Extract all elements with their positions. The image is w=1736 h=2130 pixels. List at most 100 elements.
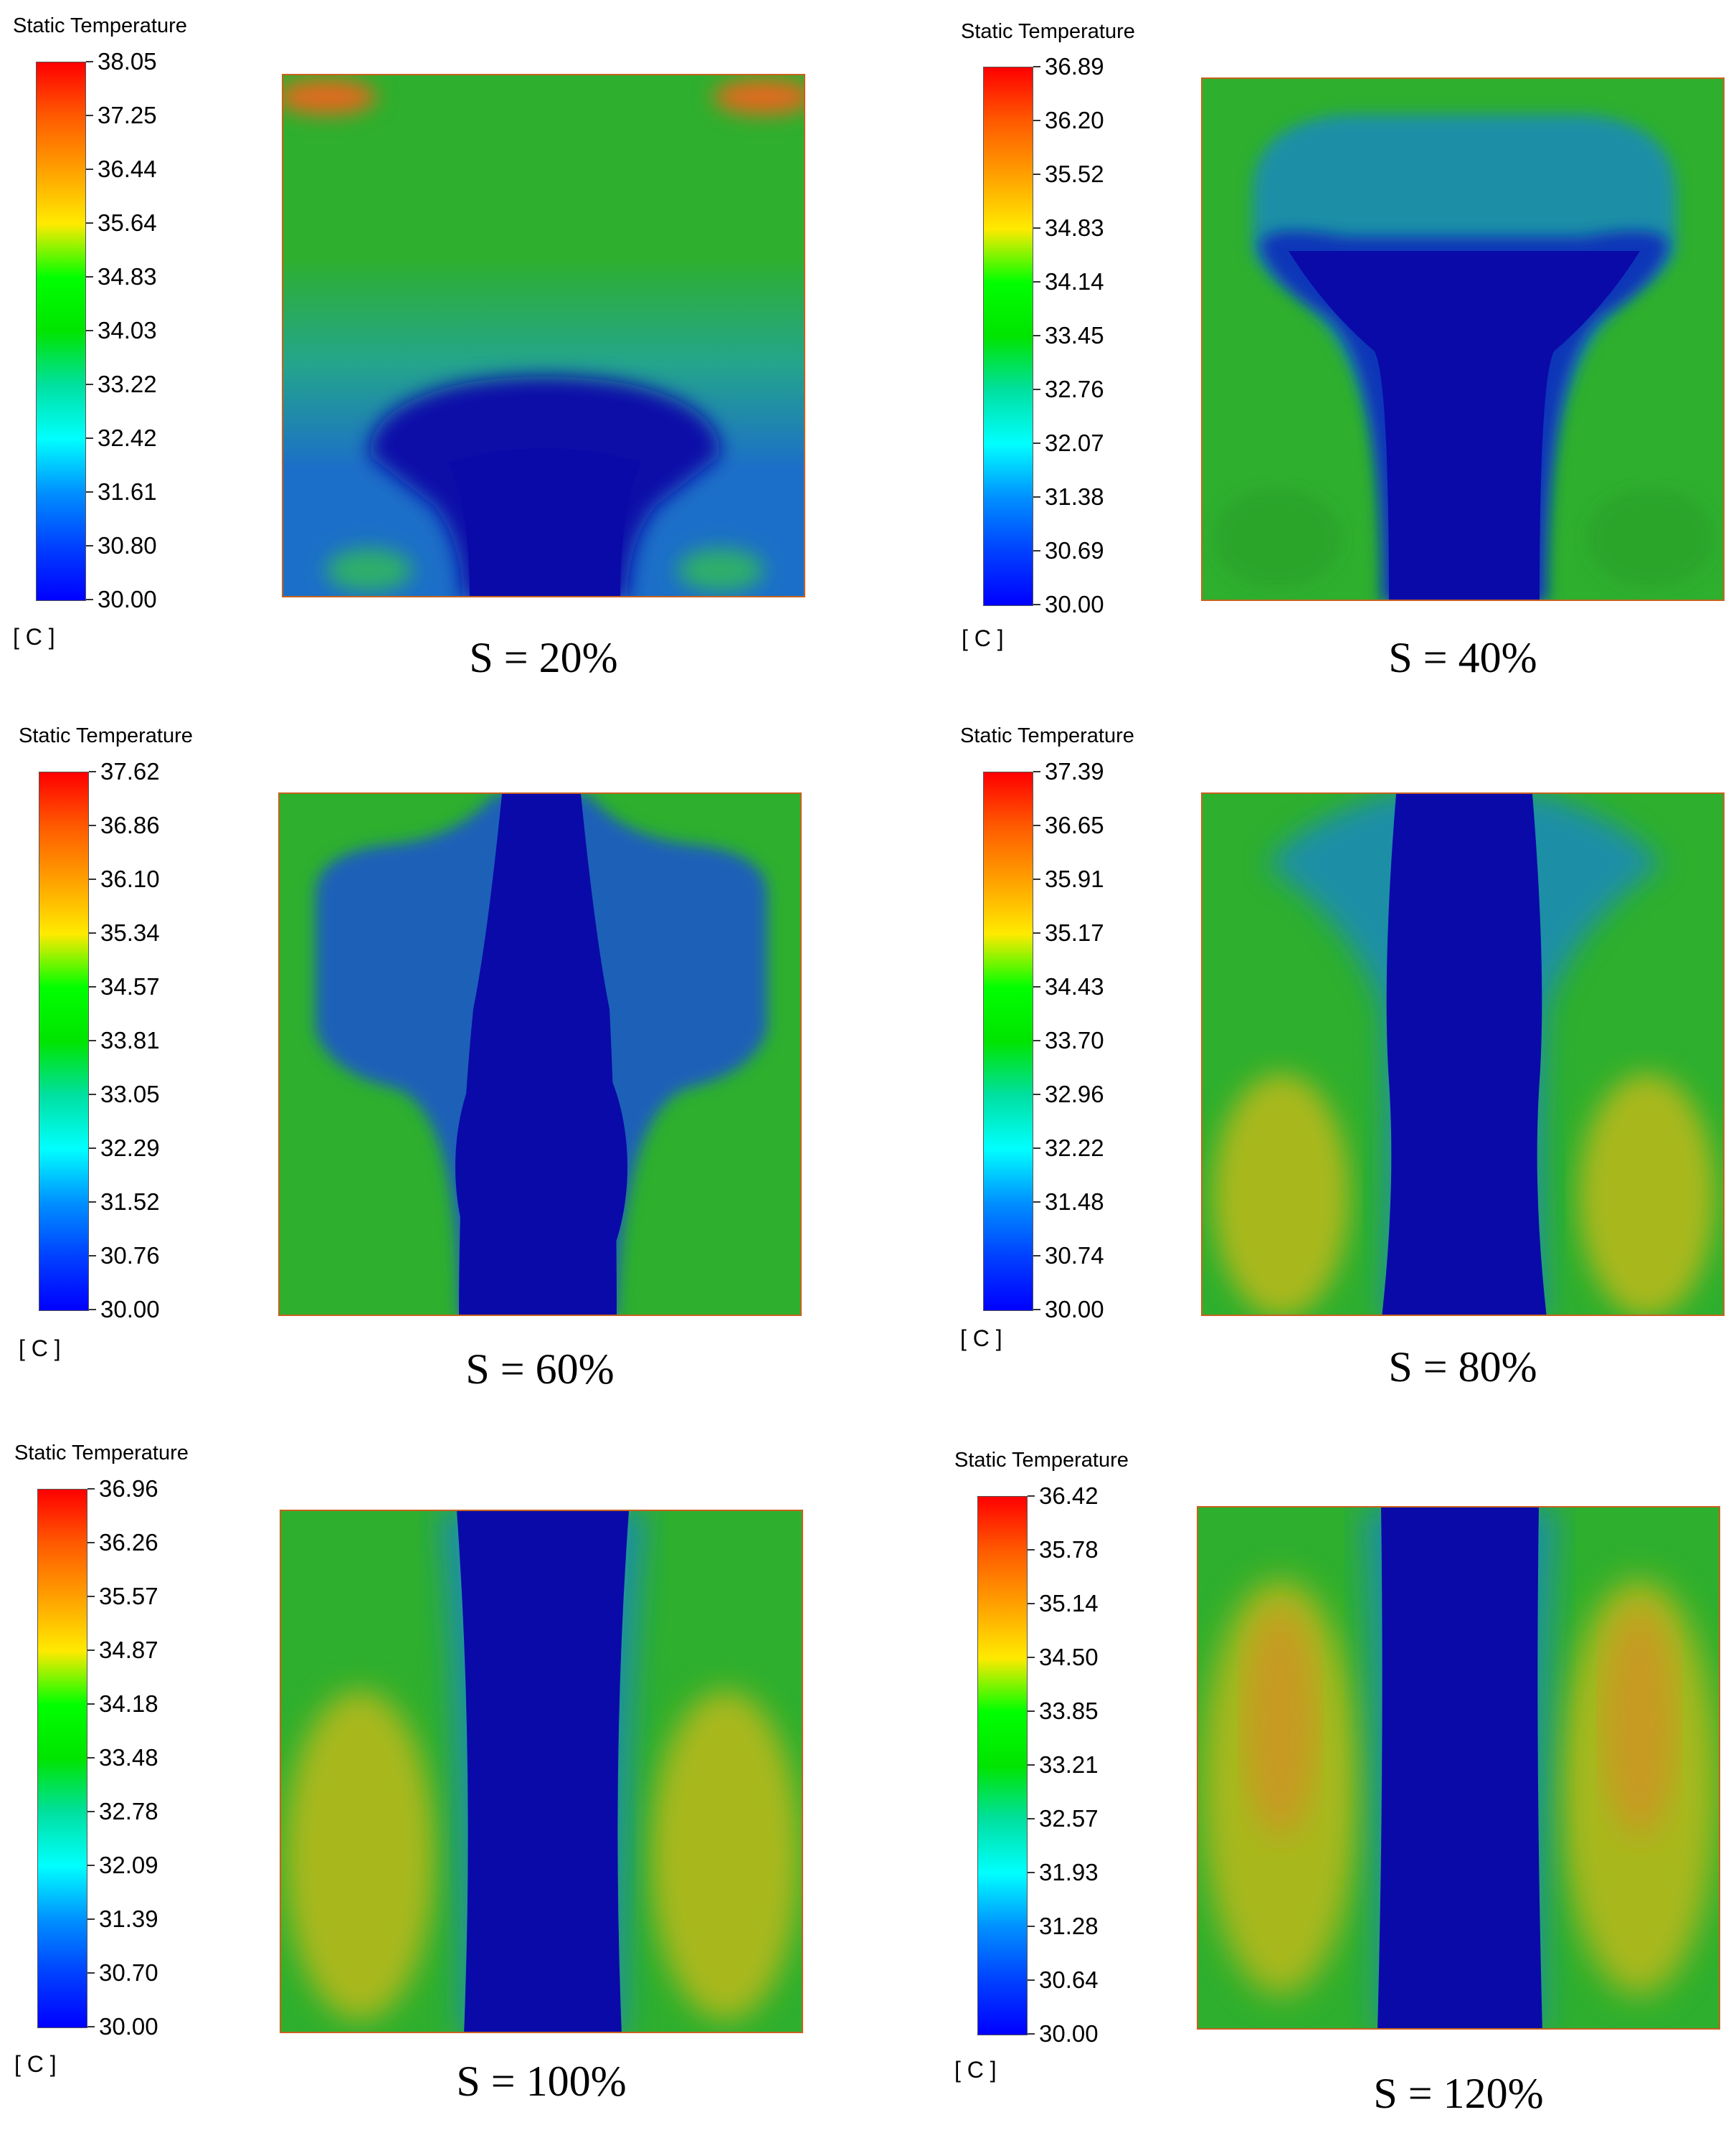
contour-image: [1203, 79, 1723, 600]
caption: S = 120%: [1373, 2070, 1544, 2117]
colorbar-tick-label: 35.57: [99, 1583, 158, 1609]
colorbar-tick-label: 30.64: [1039, 1966, 1099, 1993]
colorbar-tick-label: 30.80: [98, 532, 157, 559]
colorbar-tick-mark: [87, 1703, 95, 1705]
colorbar-tick-mark: [89, 1147, 96, 1149]
legend-title: Static Temperature: [14, 1442, 189, 1464]
colorbar-tick-mark: [89, 1040, 96, 1041]
contour-image: [1203, 794, 1723, 1315]
caption: S = 60%: [465, 1345, 615, 1393]
colorbar-tick-mark: [86, 169, 93, 170]
colorbar-tick-label: 32.57: [1039, 1805, 1099, 1832]
colorbar-tick-label: 34.83: [1045, 214, 1104, 241]
colorbar-tick-mark: [1033, 550, 1040, 552]
colorbar-tick-label: 36.44: [98, 156, 157, 182]
colorbar-tick-label: 35.34: [100, 919, 160, 946]
colorbar-tick-label: 34.18: [99, 1690, 158, 1717]
colorbar-tick-mark: [1033, 1309, 1040, 1310]
colorbar-tick-label: 32.42: [98, 425, 157, 451]
colorbar-tick-mark: [1033, 1094, 1040, 1095]
colorbar: [983, 67, 1033, 606]
colorbar-tick-mark: [89, 932, 96, 934]
temperature-contour: [1197, 1506, 1720, 2030]
colorbar-tick-label: 36.89: [1045, 53, 1104, 80]
colorbar-tick-label: 38.05: [98, 48, 157, 75]
colorbar-tick-label: 36.20: [1045, 107, 1104, 133]
colorbar-tick-mark: [1028, 1979, 1035, 1981]
colorbar-tick-mark: [1028, 1657, 1035, 1658]
colorbar-tick-label: 35.52: [1045, 161, 1104, 187]
colorbar-tick-label: 36.96: [99, 1475, 158, 1502]
colorbar-tick-label: 32.76: [1045, 376, 1104, 402]
colorbar-tick-mark: [86, 276, 93, 278]
colorbar-tick-label: 33.85: [1039, 1698, 1099, 1724]
colorbar-tick-mark: [87, 1488, 95, 1490]
colorbar-tick-label: 30.00: [98, 586, 157, 612]
colorbar-tick-mark: [1033, 227, 1040, 229]
colorbar-tick-mark: [1028, 1603, 1035, 1604]
colorbar-tick-mark: [1033, 1040, 1040, 1041]
panel-s40: Static Temperature 36.89 36.20 35.52 34.83 3…: [868, 0, 1736, 703]
unit-label: [ C ]: [13, 624, 55, 650]
colorbar-tick-label: 36.10: [100, 866, 160, 892]
colorbar-tick-label: 35.17: [1045, 919, 1104, 946]
legend-title: Static Temperature: [961, 20, 1135, 43]
colorbar-tick-mark: [86, 330, 93, 331]
legend-title: Static Temperature: [954, 1449, 1129, 1472]
caption: S = 40%: [1388, 634, 1537, 681]
colorbar-tick-label: 37.39: [1045, 758, 1104, 785]
colorbar-tick-label: 33.22: [98, 371, 157, 397]
colorbar-tick-mark: [1033, 1255, 1040, 1256]
panel-s20: Static Temperature 38.05 37.25 36.44 35.64 3…: [0, 0, 868, 703]
colorbar-tick-mark: [1033, 1201, 1040, 1203]
colorbar-tick-mark: [1028, 1872, 1035, 1873]
colorbar-tick-mark: [1033, 66, 1040, 67]
colorbar-tick-label: 32.96: [1045, 1081, 1104, 1107]
colorbar-tick-mark: [86, 437, 93, 439]
colorbar-tick-label: 34.57: [100, 973, 160, 1000]
caption: S = 100%: [456, 2058, 627, 2105]
unit-label: [ C ]: [960, 1325, 1002, 1351]
colorbar-tick-label: 34.43: [1045, 973, 1104, 1000]
colorbar: [36, 62, 86, 601]
colorbar-tick-label: 33.70: [1045, 1027, 1104, 1054]
panel-s120: Static Temperature 36.42 35.78 35.14 34.50 3…: [868, 1427, 1736, 2130]
colorbar-tick-label: 34.87: [99, 1637, 158, 1663]
panel-s80: Static Temperature 37.39 36.65 35.91 35.17 3…: [868, 710, 1736, 1413]
colorbar-tick-label: 34.83: [98, 263, 157, 290]
colorbar-tick-mark: [89, 1094, 96, 1095]
colorbar-tick-mark: [1033, 281, 1040, 283]
colorbar-tick-mark: [87, 1918, 95, 1920]
caption: S = 80%: [1388, 1343, 1537, 1391]
colorbar-tick-mark: [1033, 1147, 1040, 1149]
colorbar-tick-mark: [1028, 1710, 1035, 1712]
colorbar-tick-mark: [1033, 496, 1040, 498]
panel-s100: Static Temperature 36.96 36.26 35.57 34.87 3…: [0, 1427, 868, 2130]
panel-s60: Static Temperature 37.62 36.86 36.10 35.34 3…: [0, 710, 868, 1413]
colorbar-tick-mark: [87, 1972, 95, 1974]
colorbar-tick-label: 35.91: [1045, 866, 1104, 892]
colorbar-tick-label: 36.86: [100, 812, 160, 838]
temperature-contour: [1201, 77, 1725, 601]
colorbar-tick-mark: [1033, 771, 1040, 772]
colorbar-tick-label: 31.48: [1045, 1188, 1104, 1215]
temperature-contour: [1201, 792, 1725, 1316]
colorbar-tick-label: 36.42: [1039, 1482, 1099, 1509]
legend-title: Static Temperature: [13, 14, 187, 37]
colorbar-tick-mark: [86, 545, 93, 546]
legend-title: Static Temperature: [19, 724, 193, 747]
caption: S = 20%: [469, 634, 618, 681]
colorbar-tick-mark: [1033, 604, 1040, 605]
colorbar-tick-label: 31.28: [1039, 1913, 1099, 1939]
colorbar-tick-mark: [86, 491, 93, 493]
colorbar-tick-label: 33.48: [99, 1744, 158, 1771]
colorbar-tick-mark: [89, 1201, 96, 1203]
colorbar: [37, 1489, 87, 2028]
colorbar-tick-label: 32.22: [1045, 1135, 1104, 1161]
colorbar-tick-mark: [1028, 1926, 1035, 1927]
colorbar-tick-mark: [89, 879, 96, 880]
colorbar-tick-label: 30.70: [99, 1959, 158, 1986]
colorbar-tick-mark: [1033, 986, 1040, 988]
colorbar-tick-label: 30.69: [1045, 537, 1104, 564]
colorbar-tick-mark: [89, 986, 96, 988]
